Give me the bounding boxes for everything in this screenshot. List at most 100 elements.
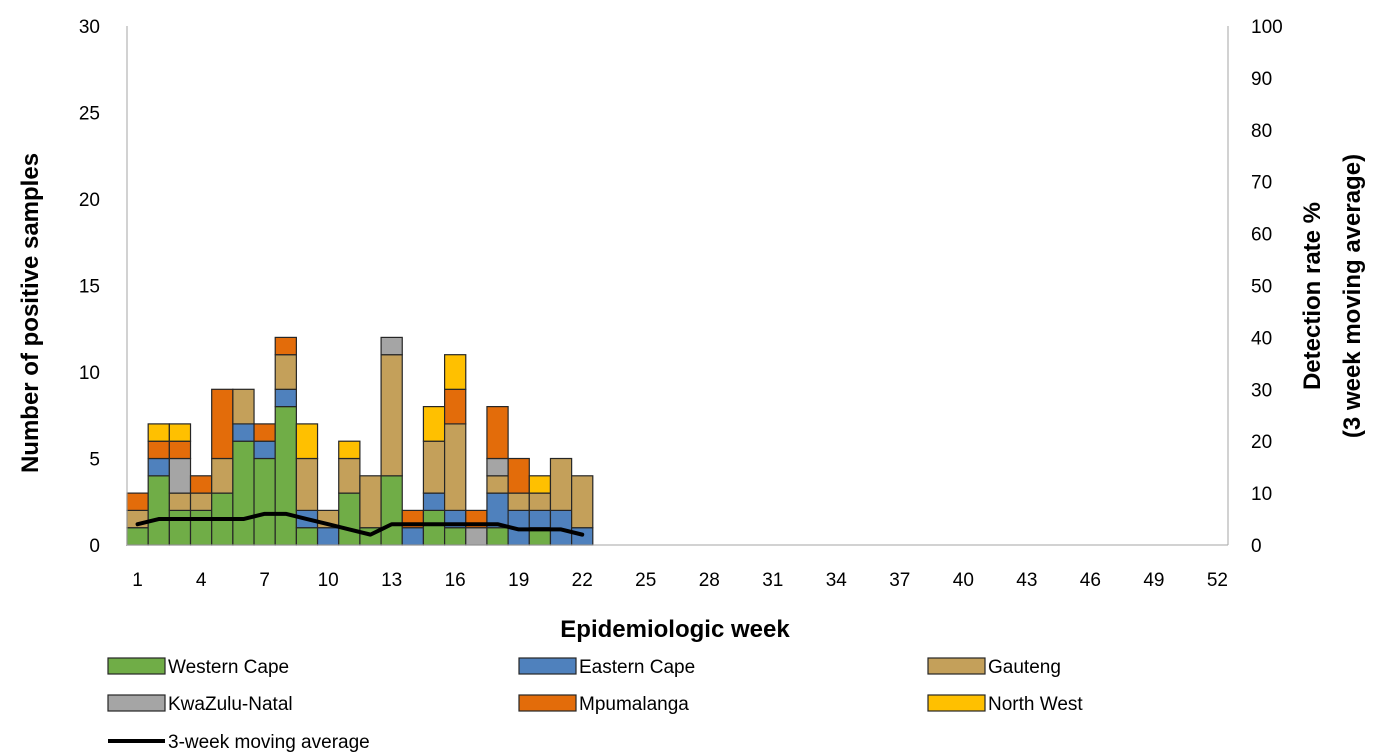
legend-label-north-west: North West [988, 694, 1083, 715]
x-tick-label: 28 [699, 570, 720, 591]
y2-axis-title-line1: Detection rate % [1299, 202, 1326, 390]
bar-segment-week2-western-cape [147, 475, 170, 546]
legend-label-western-cape: Western Cape [168, 657, 289, 678]
legend-swatch-western-cape [107, 657, 166, 675]
bar-segment-week20-north-west [528, 475, 552, 494]
bar-segment-week3-gauteng [168, 492, 192, 512]
y-tick-label: 30 [79, 17, 100, 38]
y2-tick-label: 50 [1251, 277, 1272, 298]
legend-label-kwazulu-natal: KwaZulu-Natal [168, 694, 293, 715]
bar-segment-week16-north-west [444, 354, 467, 390]
ticks-layer: 0 5 10 15 20 25 30 0 10 20 30 40 50 60 70 80 90 100 1 4 7 10 1… [79, 17, 1283, 591]
y2-tick-label: 20 [1251, 432, 1272, 453]
bar-segment-week4-mpumalanga [189, 475, 213, 494]
bar-segment-week10-eastern-cape [316, 527, 340, 546]
y2-tick-label: 60 [1251, 225, 1272, 246]
bar-segment-week1-western-cape [126, 527, 149, 546]
bar-segment-week12-gauteng [359, 475, 382, 529]
bar-segment-week5-gauteng [211, 457, 234, 494]
bar-segment-week9-gauteng [295, 457, 319, 512]
bar-segment-week22-gauteng [571, 475, 594, 529]
bar-segment-week3-western-cape [168, 509, 192, 546]
legend-swatch-north-west [927, 694, 986, 712]
bar-segment-week7-mpumalanga [253, 423, 276, 442]
x-tick-label: 52 [1207, 570, 1228, 591]
x-tick-label: 34 [826, 570, 848, 591]
x-tick-label: 19 [508, 570, 529, 591]
y2-tick-label: 40 [1251, 328, 1272, 349]
legend-swatch-kwazulu-natal [107, 694, 166, 712]
bar-segment-week9-north-west [295, 423, 319, 460]
bar-segment-week19-gauteng [507, 492, 530, 512]
bar-segment-week6-eastern-cape [232, 423, 255, 442]
bar-segment-week13-western-cape [380, 475, 403, 546]
bar-segment-week7-eastern-cape [253, 440, 276, 460]
bar-segment-week2-mpumalanga [147, 440, 170, 460]
bar-segment-week8-mpumalanga [274, 336, 297, 356]
bar-segment-week6-gauteng [232, 388, 255, 425]
x-tick-label: 40 [953, 570, 974, 591]
legend-swatch-mpumalanga [518, 694, 577, 712]
y-tick-label: 15 [79, 277, 100, 298]
bar-segment-week1-mpumalanga [126, 492, 149, 512]
x-tick-label: 31 [762, 570, 783, 591]
bar-segment-week18-kwazulu-natal [486, 457, 509, 477]
bar-segment-week11-western-cape [338, 492, 361, 546]
x-tick-label: 49 [1143, 570, 1164, 591]
bars-layer [126, 336, 594, 546]
y2-axis-title-line2: (3 week moving average) [1339, 154, 1366, 438]
x-tick-label: 10 [318, 570, 339, 591]
bar-segment-week16-western-cape [444, 527, 467, 546]
y2-tick-label: 70 [1251, 173, 1272, 194]
legend-swatch-eastern-cape [518, 657, 577, 675]
bar-segment-week8-western-cape [274, 406, 297, 546]
bar-segment-week21-gauteng [549, 457, 573, 512]
legend-swatch-gauteng [927, 657, 986, 675]
x-tick-label: 1 [132, 570, 143, 591]
y2-tick-label: 30 [1251, 380, 1272, 401]
bar-segment-week18-mpumalanga [486, 406, 509, 460]
bar-segment-week15-western-cape [422, 509, 446, 546]
x-tick-label: 22 [572, 570, 593, 591]
x-tick-label: 13 [381, 570, 402, 591]
bar-segment-week8-eastern-cape [274, 388, 297, 408]
axes-layer [126, 26, 1229, 546]
bar-segment-week9-western-cape [295, 527, 319, 546]
legend: Western Cape Eastern Cape Gauteng KwaZulu-N… [107, 657, 1083, 753]
bar-segment-week18-gauteng [486, 475, 509, 494]
bar-segment-week19-mpumalanga [507, 457, 530, 494]
bar-segment-week13-kwazulu-natal [380, 336, 403, 356]
legend-label-eastern-cape: Eastern Cape [579, 657, 695, 678]
bar-segment-week20-gauteng [528, 492, 552, 512]
bar-segment-week11-gauteng [338, 457, 361, 494]
legend-label-gauteng: Gauteng [988, 657, 1061, 678]
bar-segment-week14-eastern-cape [401, 527, 425, 546]
bar-segment-week15-gauteng [422, 440, 446, 494]
bar-segment-week13-gauteng [380, 354, 403, 477]
bar-segment-week18-western-cape [486, 527, 509, 546]
bar-segment-week8-gauteng [274, 354, 297, 390]
y-tick-label: 25 [79, 104, 100, 125]
bar-segment-week4-gauteng [189, 492, 213, 512]
x-tick-label: 46 [1080, 570, 1101, 591]
y2-tick-label: 80 [1251, 121, 1272, 142]
bar-segment-week15-north-west [422, 406, 446, 442]
x-axis-title: Epidemiologic week [560, 616, 790, 643]
y-tick-label: 5 [89, 450, 100, 471]
x-tick-label: 7 [259, 570, 270, 591]
y2-tick-label: 100 [1251, 17, 1283, 38]
bar-segment-week7-western-cape [253, 457, 276, 546]
legend-label-mpumalanga: Mpumalanga [579, 694, 689, 715]
bar-segment-week6-western-cape [232, 440, 255, 546]
y-axis-title: Number of positive samples [17, 153, 44, 473]
x-tick-label: 25 [635, 570, 656, 591]
bar-segment-week17-kwazulu-natal [465, 527, 488, 546]
x-tick-label: 43 [1016, 570, 1037, 591]
line-layer [135, 511, 585, 537]
bar-segment-week3-mpumalanga [168, 440, 192, 460]
bar-segment-week3-north-west [168, 423, 192, 442]
bar-segment-week20-eastern-cape [528, 509, 552, 529]
y2-tick-label: 10 [1251, 484, 1272, 505]
x-tick-label: 37 [889, 570, 910, 591]
